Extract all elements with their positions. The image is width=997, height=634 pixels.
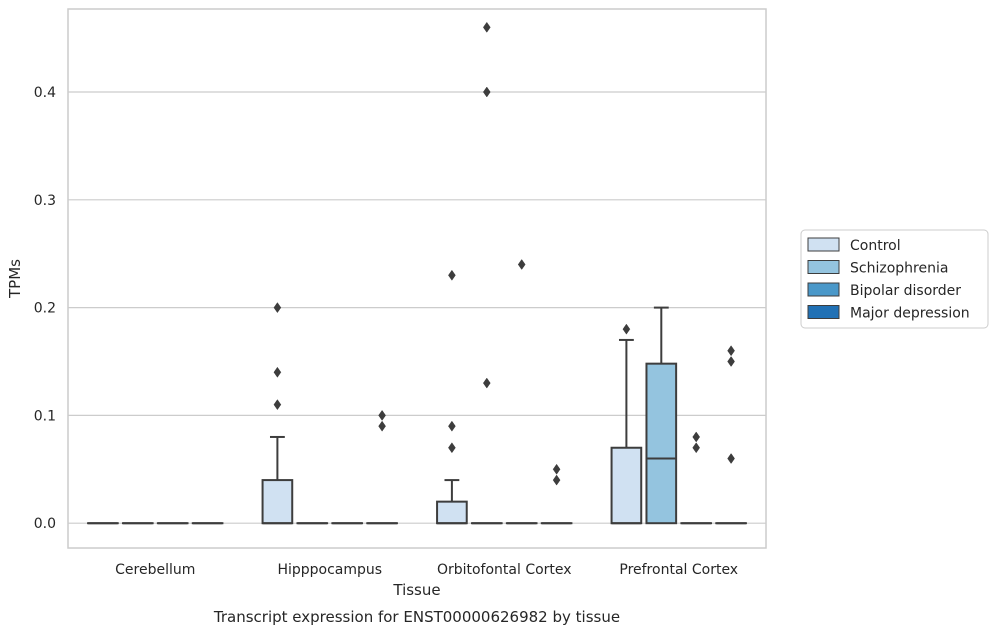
outlier-point [378,420,386,432]
x-tick-label: Cerebellum [115,562,195,578]
outlier-point [727,356,735,367]
outlier-point [552,463,561,475]
legend-label: Bipolar disorder [850,283,961,299]
outlier-point [727,345,735,357]
plot-frame [67,8,767,549]
box [436,500,468,525]
legend-frame [800,229,989,329]
legend-swatch [807,260,840,274]
box [645,362,678,525]
chart-caption: Transcript expression for ENST0000062698… [213,608,620,626]
box [261,479,294,525]
x-axis-ticks: Cerebellum Hipppocampus Orbitofontal Corte… [115,562,738,578]
legend-swatch [807,305,840,319]
x-axis-title: Tissue [392,581,440,599]
legend-label: Control [850,238,901,254]
outlier-point [273,366,282,378]
outlier-point [692,431,701,443]
outlier-point [482,21,491,33]
y-tick-label: 0.1 [34,408,56,424]
outlier-point [622,323,631,335]
legend: Control Schizophrenia Bipolar disorder Majo… [800,229,989,329]
outlier-point [517,259,526,270]
outlier-point [273,399,282,411]
y-tick-label: 0.3 [34,193,56,209]
outlier-point [448,420,456,432]
box [610,446,643,525]
outlier-point [448,269,456,281]
outlier-point [692,442,701,454]
outlier-point [482,86,491,98]
x-tick-label: Orbitofontal Cortex [437,562,572,578]
x-tick-label: Hipppocampus [277,562,382,578]
y-tick-label: 0.4 [34,85,56,101]
legend-label: Schizophrenia [850,261,948,277]
outlier-point [552,474,561,486]
y-tick-label: 0.0 [34,516,56,532]
x-tick-label: Prefrontal Cortex [619,562,738,578]
y-tick-label: 0.2 [34,301,56,317]
outlier-point [378,409,386,421]
y-axis-title: TPMs [6,259,24,299]
outlier-point [482,377,491,389]
legend-swatch [807,282,840,297]
y-axis-ticks: 0.0 0.1 0.2 0.3 0.4 [34,85,56,532]
outlier-point [727,453,735,464]
legend-swatch [807,237,840,252]
legend-label: Major depression [850,306,970,322]
outlier-point [273,302,282,314]
plot-area [87,21,747,525]
outlier-point [448,442,456,454]
